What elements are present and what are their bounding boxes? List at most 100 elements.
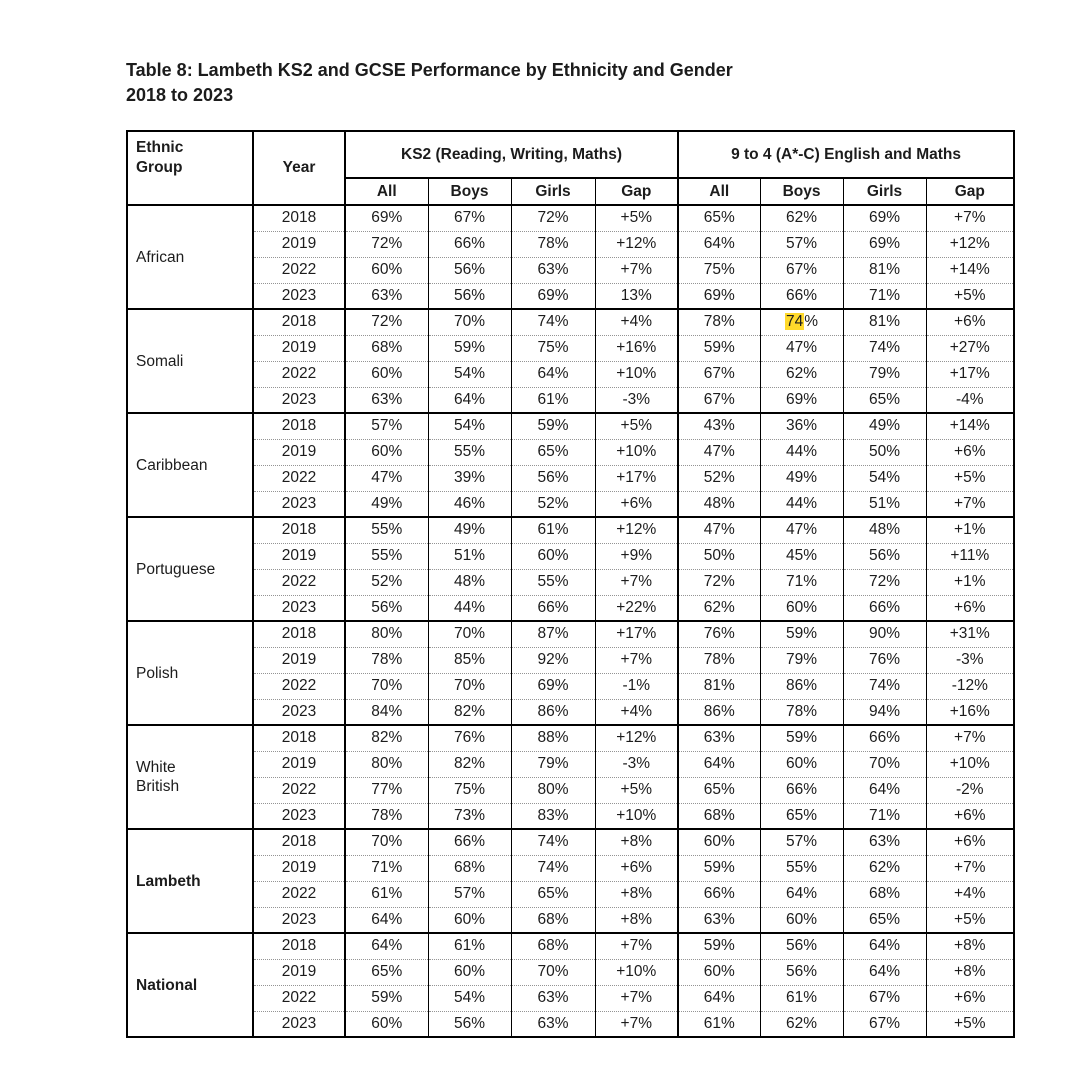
ks2-all-cell: 70% (344, 672, 428, 699)
ks2-all-cell: 47% (344, 464, 428, 491)
ks2-girls-cell: 69% (510, 282, 595, 309)
ks2-girls-cell: 56% (510, 464, 595, 491)
gcse-girls-cell: 48% (842, 516, 927, 543)
gcse-gap-cell: +6% (925, 438, 1015, 465)
gcse-all-cell: 68% (677, 802, 761, 829)
ks2-gap-cell: -1% (594, 672, 679, 699)
ks2-all-cell: 68% (344, 334, 428, 361)
ethnic-group-label: African (127, 204, 253, 309)
gcse-boys-cell: 45% (759, 542, 844, 569)
table-row: 2022 60% 56% 63% +7% 75% 67% 81% +14% (127, 256, 1015, 283)
ks2-boys-cell: 46% (427, 490, 511, 517)
gcse-gap-cell: +27% (925, 334, 1015, 361)
gcse-boys-cell: 74% (759, 308, 844, 335)
ks2-gap-cell: +10% (594, 802, 679, 829)
year-cell: 2019 (252, 958, 345, 985)
gcse-girls-cell: 66% (842, 594, 927, 621)
ks2-all-cell: 60% (344, 1010, 428, 1037)
table-row: 2019 72% 66% 78% +12% 64% 57% 69% +12% (127, 230, 1015, 257)
ks2-gap-cell: +7% (594, 568, 679, 595)
ks2-all-cell: 59% (344, 984, 428, 1011)
ks2-all-cell: 57% (344, 412, 428, 439)
gcse-girls-cell: 65% (842, 906, 927, 933)
year-cell: 2019 (252, 750, 345, 777)
ks2-boys-cell: 48% (427, 568, 511, 595)
year-cell: 2019 (252, 542, 345, 569)
ks2-girls-cell: 61% (510, 516, 595, 543)
ks2-girls-cell: 68% (510, 906, 595, 933)
col-header-ethnic-group: Ethnic Group (127, 131, 253, 205)
header-row-groups: Ethnic Group Year KS2 (Reading, Writing,… (127, 131, 1015, 205)
ks2-boys-cell: 51% (427, 542, 511, 569)
ks2-gap-cell: +17% (594, 464, 679, 491)
year-cell: 2023 (252, 282, 345, 309)
ks2-gap-cell: +12% (594, 724, 679, 751)
table-row: 2022 77% 75% 80% +5% 65% 66% 64% -2% (127, 776, 1015, 803)
ks2-all-cell: 55% (344, 516, 428, 543)
ks2-girls-cell: 66% (510, 594, 595, 621)
ks2-boys-cell: 55% (427, 438, 511, 465)
gcse-all-cell: 69% (677, 282, 761, 309)
gcse-boys-cell: 56% (759, 932, 844, 959)
gcse-boys-cell: 55% (759, 854, 844, 881)
ks2-girls-cell: 74% (510, 828, 595, 855)
ks2-girls-cell: 87% (510, 620, 595, 647)
ks2-all-cell: 82% (344, 724, 428, 751)
table-row: 2023 60% 56% 63% +7% 61% 62% 67% +5% (127, 1010, 1015, 1037)
ks2-girls-cell: 64% (510, 360, 595, 387)
gcse-boys-cell: 65% (759, 802, 844, 829)
gcse-all-cell: 60% (677, 828, 761, 855)
gcse-gap-cell: +6% (925, 308, 1015, 335)
col-header-ks2-all: All (344, 178, 428, 206)
year-cell: 2022 (252, 464, 345, 491)
table-row: Caribbean 2018 57% 54% 59% +5% 43% 36% 49% +14% (127, 412, 1015, 517)
ks2-gap-cell: +12% (594, 516, 679, 543)
year-cell: 2018 (252, 932, 345, 959)
gcse-girls-cell: 66% (842, 724, 927, 751)
group-header-ks2: KS2 (Reading, Writing, Maths) (343, 131, 679, 179)
ks2-girls-cell: 74% (510, 308, 595, 335)
ks2-gap-cell: +6% (594, 490, 679, 517)
year-cell: 2019 (252, 854, 345, 881)
ks2-boys-cell: 59% (427, 334, 511, 361)
ks2-girls-cell: 70% (510, 958, 595, 985)
table-row: White British 2018 82% 76% 88% +12% 63% 59% 66% +… (127, 724, 1015, 829)
year-cell: 2018 (252, 620, 345, 647)
ks2-girls-cell: 80% (510, 776, 595, 803)
gcse-all-cell: 64% (677, 750, 761, 777)
ks2-all-cell: 65% (344, 958, 428, 985)
table-row: Lambeth 2018 70% 66% 74% +8% 60% 57% 63% +6% (127, 828, 1015, 933)
gcse-girls-cell: 56% (842, 542, 927, 569)
gcse-girls-cell: 94% (842, 698, 927, 725)
gcse-girls-cell: 50% (842, 438, 927, 465)
gcse-gap-cell: +14% (925, 256, 1015, 283)
ks2-gap-cell: +10% (594, 958, 679, 985)
ks2-all-cell: 64% (344, 906, 428, 933)
ks2-boys-cell: 73% (427, 802, 511, 829)
gcse-all-cell: 63% (677, 724, 761, 751)
ks2-all-cell: 78% (344, 802, 428, 829)
gcse-gap-cell: +12% (925, 230, 1015, 257)
gcse-boys-cell: 60% (759, 750, 844, 777)
table-row: Somali 2018 72% 70% 74% +4% 78% 74% 81% +6% (127, 308, 1015, 413)
ethnic-group-label: Caribbean (127, 412, 253, 517)
ks2-gap-cell: +22% (594, 594, 679, 621)
gcse-gap-cell: +8% (925, 932, 1015, 959)
col-header-ks2-girls: Girls (510, 178, 595, 206)
gcse-all-cell: 78% (677, 646, 761, 673)
gcse-all-cell: 67% (677, 386, 761, 413)
year-cell: 2023 (252, 1010, 345, 1037)
gcse-boys-cell: 66% (759, 282, 844, 309)
gcse-girls-cell: 67% (842, 1010, 927, 1037)
gcse-gap-cell: +1% (925, 516, 1015, 543)
ks2-gap-cell: +7% (594, 256, 679, 283)
page-title-line1: Table 8: Lambeth KS2 and GCSE Performanc… (126, 60, 733, 80)
table-row: National 2018 64% 61% 68% +7% 59% 56% 64% +8% (127, 932, 1015, 1037)
gcse-gap-cell: -2% (925, 776, 1015, 803)
table-row: 2019 55% 51% 60% +9% 50% 45% 56% +11% (127, 542, 1015, 569)
gcse-boys-cell: 59% (759, 724, 844, 751)
gcse-gap-cell: +6% (925, 594, 1015, 621)
table-row: 2022 59% 54% 63% +7% 64% 61% 67% +6% (127, 984, 1015, 1011)
ks2-gap-cell: +9% (594, 542, 679, 569)
gcse-gap-cell: +7% (925, 854, 1015, 881)
